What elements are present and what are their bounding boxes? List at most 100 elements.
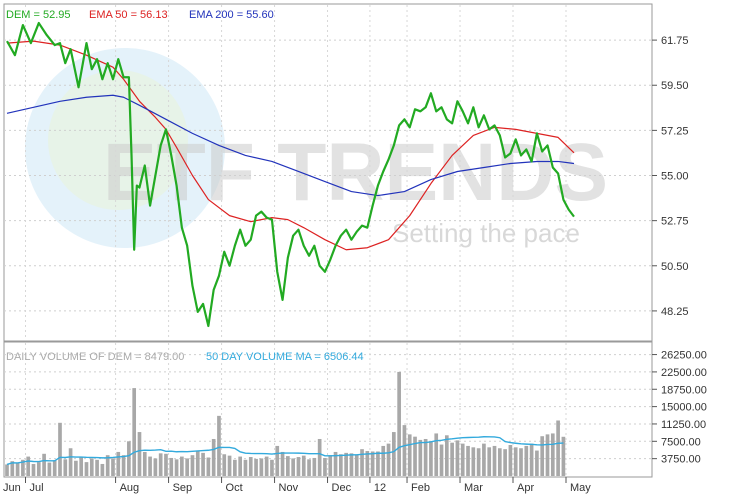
x-grid: [24, 5, 567, 476]
volume-bar: [439, 444, 444, 476]
volume-bar: [243, 459, 248, 476]
volume-bar: [487, 447, 492, 476]
volume-bar: [397, 371, 401, 476]
volume-bar: [524, 445, 529, 476]
volume-bar: [561, 436, 566, 476]
volume-bar: [471, 447, 476, 476]
volume-bar: [307, 459, 311, 476]
x-tick-label: Sep: [173, 482, 193, 494]
volume-bar: [31, 463, 36, 476]
legend-ema50: EMA 50 = 56.13: [89, 9, 168, 21]
volume-bar: [116, 451, 121, 476]
volume-bar: [52, 460, 57, 476]
x-tick-label: May: [570, 482, 591, 494]
volume-bar: [206, 457, 211, 476]
legend-price: DEM = 52.95: [6, 9, 71, 21]
volume-bar: [323, 457, 327, 476]
volume-bar: [386, 443, 391, 476]
volume-bar: [58, 422, 62, 476]
volume-bar: [296, 457, 301, 476]
volume-bar: [301, 455, 306, 476]
volume-bar: [365, 451, 370, 476]
volume-bar: [275, 445, 280, 476]
volume-axis: 26250.00 22500.00 18750.00 15000.00 11250.00…: [652, 350, 707, 466]
volume-bar: [354, 454, 359, 476]
x-tick-label: Dec: [332, 482, 352, 494]
x-tick-label: Aug: [120, 482, 140, 494]
legend-ema200: EMA 200 = 55.60: [189, 9, 274, 21]
price-panel-frame: [3, 3, 653, 342]
volume-bar: [84, 462, 89, 476]
volume-bar: [545, 434, 550, 476]
x-tick-label: 12: [374, 482, 386, 494]
volume-bar: [376, 451, 380, 476]
volume-bar: [47, 462, 52, 476]
volume-bar: [169, 457, 174, 476]
volume-bar: [429, 441, 433, 476]
volume-bar: [201, 452, 205, 476]
volume-bar: [519, 448, 523, 476]
volume-bar: [89, 458, 94, 476]
series-lines: [6, 21, 575, 328]
volume-tick-label: 3750.00: [661, 454, 701, 466]
volume-bar: [550, 433, 555, 476]
volume-bar: [339, 454, 343, 476]
volume-bar: [5, 464, 9, 476]
volume-tick-label: 22500.00: [661, 367, 707, 379]
volume-bar: [444, 435, 449, 476]
volume-bar: [158, 453, 163, 476]
watermark-globe-inner: [48, 70, 188, 210]
volume-bar: [26, 456, 31, 476]
volume-bar: [137, 432, 142, 476]
volume-bar: [227, 455, 232, 476]
volume-bar: [402, 425, 407, 476]
volume-bar: [148, 456, 152, 476]
volume-tick-label: 26250.00: [661, 350, 707, 362]
volume-bars: [5, 371, 566, 476]
volume-bar: [36, 462, 41, 476]
volume-bar: [418, 439, 423, 476]
volume-bar: [492, 445, 497, 476]
legend-volume-ma: 50 DAY VOLUME MA = 6506.44: [206, 351, 364, 363]
volume-bar: [21, 459, 25, 476]
x-tick-label: Nov: [279, 482, 299, 494]
volume-bar: [434, 433, 439, 476]
volume-bar: [10, 461, 15, 476]
volume-bar: [540, 436, 545, 476]
x-axis: Jun Jul Aug Sep Oct Nov Dec 12 Feb Mar Apr May: [3, 477, 591, 494]
x-tick-label: Jun: [3, 482, 21, 494]
watermark-tagline: Setting the pace: [392, 218, 580, 248]
volume-bar: [233, 459, 237, 476]
volume-bar: [291, 458, 295, 476]
volume-bar: [476, 448, 481, 476]
volume-bar: [105, 455, 110, 476]
volume-bar: [211, 438, 216, 476]
volume-bar: [79, 456, 84, 476]
price-tick-label: 59.50: [661, 80, 689, 92]
volume-bar: [328, 455, 333, 476]
volume-bar: [121, 455, 126, 476]
volume-bar: [344, 452, 348, 476]
price-tick-label: 50.50: [661, 261, 689, 273]
volume-bar: [360, 449, 364, 476]
volume-bar: [407, 434, 412, 476]
volume-bar: [460, 443, 465, 476]
volume-bar: [164, 453, 168, 476]
volume-bar: [42, 453, 46, 476]
volume-bar: [317, 438, 322, 476]
volume-bar: [180, 456, 184, 476]
ema200-line: [6, 94, 575, 197]
volume-bar: [529, 443, 534, 476]
volume-bar: [466, 445, 470, 476]
volume-ma-line: [6, 436, 564, 466]
volume-bar: [222, 454, 227, 476]
volume-bar: [254, 458, 258, 476]
volume-bar: [174, 459, 179, 476]
volume-bar: [190, 455, 195, 476]
volume-bar: [391, 432, 396, 476]
watermark: ETF TRENDS Setting the pace: [25, 48, 608, 248]
volume-bar: [508, 445, 513, 476]
volume-bar: [535, 450, 539, 476]
volume-bar: [312, 457, 317, 476]
